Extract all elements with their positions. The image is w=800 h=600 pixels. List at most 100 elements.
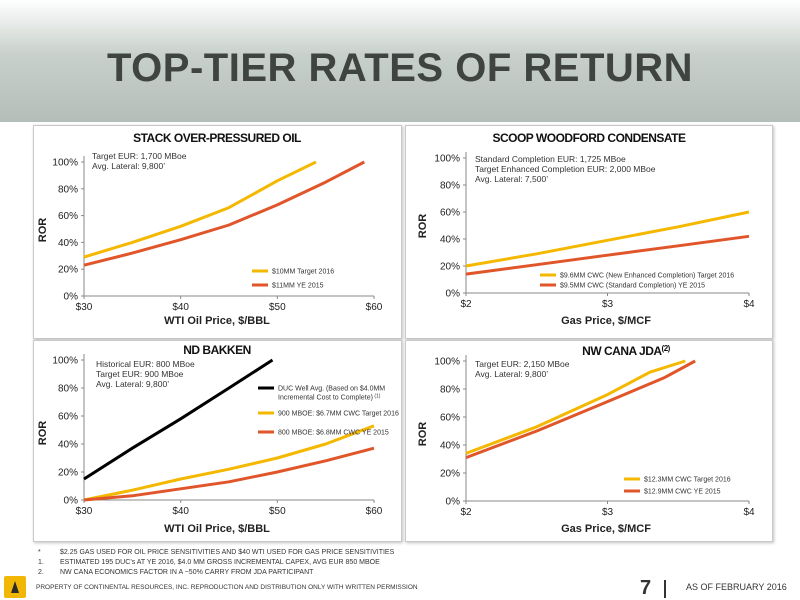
x-tick-label: $3 <box>602 507 614 518</box>
chart-title: NW CANA JDA(2) <box>582 344 671 358</box>
footnote: 2. NW CANA ECONOMICS FACTOR IN A ~50% CAR… <box>38 569 314 576</box>
series-line <box>83 424 375 502</box>
legend-label: 900 MBOE: $6.7MM CWC Target 2016 <box>278 411 399 418</box>
x-tick-label: $4 <box>743 299 755 310</box>
y-tick-label: 20% <box>58 265 78 276</box>
legend-label: 800 MBOE: $6.8MM CWC YE 2015 <box>278 430 389 437</box>
y-tick-label: 40% <box>58 238 78 249</box>
series-line <box>465 359 686 455</box>
chart-title: SCOOP WOODFORD CONDENSATE <box>492 131 686 145</box>
page-number-divider <box>664 580 666 598</box>
y-tick-label: 20% <box>440 262 460 273</box>
y-tick-label: 100% <box>52 158 78 169</box>
chart-bakken: ND BAKKEN 0% 20% 40% 60% 80% 100% $30 $40 $50 $60 R… <box>37 343 399 535</box>
chart-title: STACK OVER-PRESSURED OIL <box>133 131 301 145</box>
y-tick-label: 20% <box>58 468 78 479</box>
chart-annotation: Target EUR: 900 MBoe <box>96 369 184 379</box>
company-logo-icon <box>4 576 26 598</box>
chart-annotation: Avg. Lateral: 9,800’ <box>96 379 169 389</box>
y-tick-label: 80% <box>58 184 78 195</box>
series-line <box>83 160 365 267</box>
footnotes: * $2.25 GAS USED FOR OIL PRICE SENSITIVIT… <box>38 548 394 578</box>
chart-panel-bakken: ND BAKKEN 0% 20% 40% 60% 80% 100% $30 $40 $50 $60 R… <box>33 340 402 542</box>
legend-label-line: DUC Well Avg. (Based on $4.0MM <box>278 386 385 393</box>
chart-title-superscript: (2) <box>662 344 671 353</box>
chart-annotation: Target EUR: 2,150 MBoe <box>475 359 570 369</box>
footnote: * $2.25 GAS USED FOR OIL PRICE SENSITIVIT… <box>38 549 395 556</box>
legend-label: $9.5MM CWC (Standard Completion) YE 2015 <box>560 283 705 290</box>
page-title: TOP-TIER RATES OF RETURN <box>106 46 694 90</box>
x-tick-label: $50 <box>269 302 286 313</box>
y-tick-label: 80% <box>58 384 78 395</box>
chart-panel-scoop: SCOOP WOODFORD CONDENSATE 0% 20% 40% 60% 80% 1… <box>405 125 773 339</box>
legend-label: $12.9MM CWC YE 2015 <box>644 489 721 496</box>
legend-label: DUC Well Avg. (Based on $4.0MM Incrementa… <box>278 386 385 402</box>
legend-label: $11MM YE 2015 <box>272 283 324 290</box>
series-line <box>83 160 317 259</box>
y-tick-label: 100% <box>434 357 460 368</box>
legend-superscript: (1) <box>373 394 381 400</box>
y-tick-label: 20% <box>440 469 460 480</box>
x-axis-label: WTI Oil Price, $/BBL <box>164 315 270 327</box>
chart-scoop: SCOOP WOODFORD CONDENSATE 0% 20% 40% 60% 80% 1… <box>417 131 755 327</box>
legend-label: $12.3MM CWC Target 2016 <box>644 477 731 484</box>
y-tick-label: 0% <box>446 289 461 300</box>
x-axis-label: Gas Price, $/MCF <box>561 315 651 327</box>
y-tick-label: 40% <box>58 440 78 451</box>
y-tick-label: 60% <box>440 208 460 219</box>
y-tick-label: 0% <box>64 496 79 507</box>
chart-nwcana: NW CANA JDA(2) 0% 20% 40% 60% 80% 100% $2 $3 $4 RO… <box>417 344 755 535</box>
property-notice: PROPERTY OF CONTINENTAL RESOURCES, INC. … <box>36 584 418 591</box>
series-line <box>465 359 696 460</box>
footnote: 1. ESTIMATED 195 DUC’s AT YE 2016, $4.0 M… <box>38 559 380 566</box>
x-tick-label: $50 <box>269 506 286 517</box>
y-tick-label: 60% <box>58 211 78 222</box>
y-tick-label: 40% <box>440 441 460 452</box>
chart-annotation: Target Enhanced Completion EUR: 2,000 MB… <box>475 164 656 174</box>
x-tick-label: $60 <box>366 302 383 313</box>
chart-annotation: Avg. Lateral: 9,800’ <box>475 369 548 379</box>
y-tick-label: 0% <box>446 497 461 508</box>
legend-label: $9.6MM CWC (New Enhanced Completion) Tar… <box>560 273 734 280</box>
y-tick-label: 100% <box>52 356 78 367</box>
x-tick-label: $30 <box>76 506 93 517</box>
chart-title: ND BAKKEN <box>183 343 251 357</box>
page-number: 7 <box>640 577 652 599</box>
y-tick-label: 80% <box>440 181 460 192</box>
x-tick-label: $2 <box>460 299 472 310</box>
series-line <box>83 446 375 502</box>
x-tick-label: $4 <box>743 507 755 518</box>
x-tick-label: $30 <box>76 302 93 313</box>
chart-annotation: Target EUR: 1,700 MBoe <box>92 151 187 161</box>
chart-panel-nwcana: NW CANA JDA(2) 0% 20% 40% 60% 80% 100% $2 $3 $4 RO… <box>405 340 773 542</box>
y-tick-label: 80% <box>440 385 460 396</box>
y-tick-label: 60% <box>440 413 460 424</box>
x-axis-label: WTI Oil Price, $/BBL <box>164 523 270 535</box>
x-tick-label: $40 <box>172 302 189 313</box>
chart-panel-stack: STACK OVER-PRESSURED OIL 0% 20% 40% 60% 80% 10… <box>33 125 402 339</box>
header-band <box>0 0 800 122</box>
x-tick-label: $60 <box>366 506 383 517</box>
y-tick-label: 0% <box>64 292 79 303</box>
series-line <box>83 358 274 481</box>
legend-label-line: Incremental Cost to Complete) <box>278 395 373 402</box>
y-axis-label: ROR <box>417 214 429 239</box>
y-tick-label: 40% <box>440 235 460 246</box>
series-line <box>465 234 750 276</box>
series-line <box>465 210 750 268</box>
y-axis-label: ROR <box>417 422 429 447</box>
chart-annotation: Avg. Lateral: 9,800’ <box>92 161 165 171</box>
x-tick-label: $3 <box>602 299 614 310</box>
chart-annotation: Historical EUR: 800 MBoe <box>96 359 195 369</box>
y-tick-label: 60% <box>58 412 78 423</box>
as-of-date: AS OF FEBRUARY 2016 <box>686 582 787 592</box>
chart-annotation: Avg. Lateral: 7,500’ <box>475 174 548 184</box>
chart-stack: STACK OVER-PRESSURED OIL 0% 20% 40% 60% 80% 10… <box>37 131 383 327</box>
x-tick-label: $2 <box>460 507 472 518</box>
x-axis-label: Gas Price, $/MCF <box>561 523 651 535</box>
y-axis-label: ROR <box>37 421 49 446</box>
legend-label: $10MM Target 2016 <box>272 269 334 276</box>
y-axis-label: ROR <box>37 218 49 243</box>
y-tick-label: 100% <box>434 154 460 165</box>
x-tick-label: $40 <box>172 506 189 517</box>
